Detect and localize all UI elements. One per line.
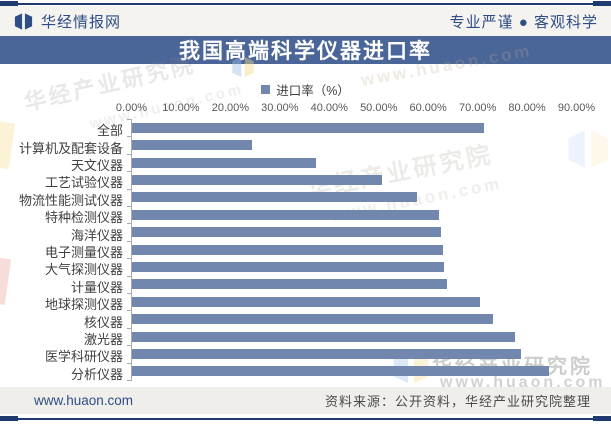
brand-name: 华经情报网 [41,13,122,31]
category-label: 全部 [96,123,123,139]
y-axis-tick [127,327,132,329]
bottom-rule-cap-left [0,416,18,421]
x-tick-label: 60.00% [409,102,447,114]
bar-特种检测仪器 [132,209,439,220]
y-axis-tick [127,380,132,381]
category-label: 激光器 [83,332,123,347]
y-axis-tick [127,293,132,294]
bar-电子测量仪器 [132,244,443,255]
top-rule-cap-left [0,1,18,6]
y-axis: 全部 计算机及配套设备天文仪器工艺试验仪器 物流性能测试仪器特种检测仪器 海洋仪器电子… [0,119,127,382]
category-label: 物流性能测试仪器 [18,192,123,208]
category-label: 电子测量仪器 [44,245,123,260]
bar-工艺试验仪器 [132,174,383,185]
bar-计量仪器 [132,279,448,290]
header: 华经情报网 专业严谨 ● 客观科学 [0,6,611,36]
top-rule [0,3,611,5]
y-axis-tick [127,188,132,190]
y-axis-tick [127,153,132,155]
category-label: 计量仪器 [70,279,123,295]
category-label: 海洋仪器 [70,227,123,243]
category-label: 分析仪器 [70,366,123,382]
huajing-logo-icon [14,12,33,30]
x-tick-label: 30.00% [261,102,299,114]
chart-legend: 进口率（%） [0,80,611,99]
y-axis-tick [127,240,132,242]
bar-核仪器 [132,314,493,325]
bottom-rule-cap-right [593,416,611,421]
category-label: 计算机及配套设备 [18,140,123,156]
category-label: 大气探测仪器 [44,262,123,278]
y-axis-tick [127,119,132,120]
title-band: 我国高端科学仪器进口率 [0,36,611,64]
top-rule-cap-right [593,1,611,6]
brand[interactable]: 华经情报网 [13,11,121,32]
y-axis-tick [127,136,132,138]
y-axis-tick [127,171,132,173]
x-tick-label: 10.00% [162,102,200,114]
category-label: 地球探测仪器 [44,297,123,313]
bar-分析仪器 [132,366,549,377]
y-axis-tick [127,362,132,364]
x-tick-label: 80.00% [508,102,546,114]
category-label: 工艺试验仪器 [44,175,123,191]
category-label: 天文仪器 [70,158,123,173]
y-axis-tick [127,345,132,347]
bar-全部 [132,122,485,133]
footer-website[interactable]: www.huaon.com [34,393,134,408]
bar-地球探测仪器 [132,296,480,307]
x-tick-label: 20.00% [211,102,250,114]
category-label: 核仪器 [83,314,123,330]
bar-海洋仪器 [132,227,442,238]
bar-计算机及配套设备 [132,140,252,151]
header-tagline: 专业严谨 ● 客观科学 [449,13,598,31]
category-label: 医学科研仪器 [44,349,123,365]
footer: www.huaon.com 资料来源：公开资料，华经产业研究院整理 [0,387,611,414]
bar-天文仪器 [132,157,317,168]
y-axis-tick [127,206,132,207]
bottom-rule [0,418,611,420]
bar-激光器 [132,331,515,342]
legend-swatch-icon [261,85,271,94]
x-tick-label: 50.00% [360,102,398,114]
category-label: 特种检测仪器 [44,210,123,226]
bar-大气探测仪器 [132,261,444,272]
y-axis-tick [127,223,132,225]
y-axis-tick [127,310,132,312]
footer-source: 资料来源：公开资料，华经产业研究院整理 [324,394,591,409]
y-axis-tick [127,258,132,260]
chart-title: 我国高端科学仪器进口率 [179,40,432,63]
y-axis-tick [127,275,132,277]
plot-area [127,119,577,381]
x-tick-label: 90.00% [557,102,596,114]
bar-医学科研仪器 [132,348,521,359]
bar-物流性能测试仪器 [132,192,418,203]
legend-label: 进口率（%） [276,84,350,98]
x-tick-label: 70.00% [458,102,497,114]
x-tick-label: 0.00% [115,102,148,114]
x-tick-label: 40.00% [310,102,348,114]
